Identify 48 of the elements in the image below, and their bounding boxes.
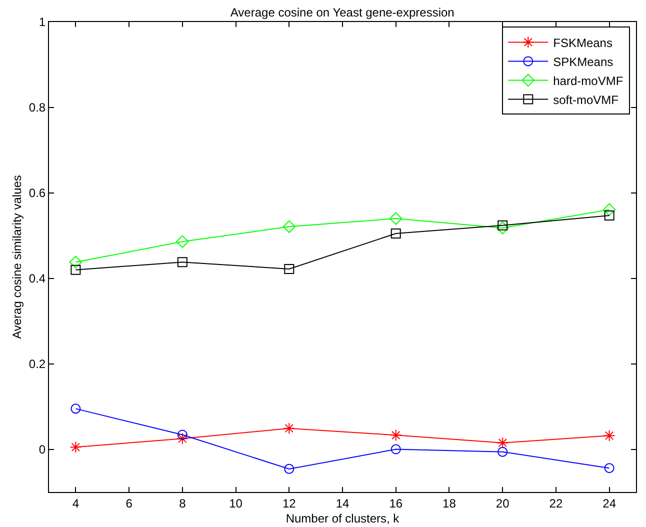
x-tick-label: 22 [549, 496, 563, 510]
point [283, 422, 296, 434]
x-tick-label: 10 [229, 496, 243, 510]
x-tick-label: 8 [179, 496, 186, 510]
x-tick-label: 18 [442, 496, 456, 510]
x-axis-title: Number of clusters, k [286, 511, 400, 526]
point [603, 430, 616, 442]
x-tick-label: 16 [389, 496, 403, 510]
point [498, 446, 508, 457]
legend-label: FSKMeans [553, 36, 612, 50]
legend-label: hard-moVMF [553, 74, 624, 88]
point [282, 220, 296, 234]
legend-label: soft-moVMF [553, 92, 618, 107]
x-tick-label: 20 [496, 496, 510, 510]
y-tick-label: 0.2 [28, 357, 46, 372]
point [284, 464, 294, 474]
y-tick-label: 0.4 [28, 272, 46, 286]
y-tick-label: 0 [38, 442, 46, 456]
point [498, 220, 508, 230]
chart-title: Average cosine on Yeast gene-expression [230, 5, 454, 20]
point [496, 436, 508, 449]
x-tick-label: 14 [336, 496, 350, 510]
y-tick-label: 0.6 [28, 186, 46, 200]
point [390, 429, 402, 442]
point [176, 235, 189, 248]
point [602, 203, 616, 216]
point [390, 212, 402, 225]
point [176, 432, 188, 444]
y-tick-label: 1 [38, 15, 46, 30]
point [496, 222, 509, 234]
point [390, 444, 401, 454]
point [390, 228, 401, 238]
point [177, 430, 188, 440]
point [604, 463, 614, 474]
point [70, 264, 81, 275]
point [604, 210, 614, 221]
x-tick-label: 6 [126, 496, 133, 510]
point [70, 441, 82, 454]
point [177, 257, 188, 268]
legend-label: SPKMeans [553, 54, 614, 69]
y-axis-title: Averag cosine similarity values [10, 175, 24, 339]
x-tick-label: 24 [602, 496, 616, 510]
x-tick-label: 12 [282, 496, 296, 510]
x-tick-label: 4 [72, 496, 80, 510]
point [69, 256, 82, 268]
y-tick-label: 0.8 [28, 100, 46, 115]
point [70, 404, 81, 414]
point [284, 264, 294, 274]
